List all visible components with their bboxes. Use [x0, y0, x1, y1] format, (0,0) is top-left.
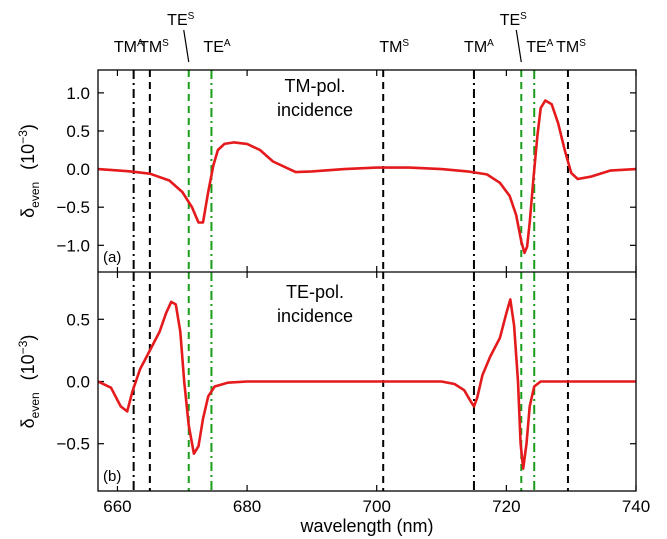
mode-label-TE-antisym-1: TEA [203, 38, 230, 56]
mode-label-base: TM [139, 39, 162, 56]
y-tick-label: 1.0 [66, 84, 90, 103]
mode-pointer [515, 29, 522, 63]
mode-label-base: TM [464, 39, 487, 56]
mode-label-TM-sym-2: TMS [379, 38, 409, 56]
x-tick-label: 660 [103, 497, 131, 516]
y-axis-symbol: δ [18, 418, 38, 428]
panel-label-bg [101, 466, 132, 486]
x-tick-label: 680 [233, 497, 261, 516]
mode-label-base: TE [167, 12, 187, 29]
y-axis-unit: (10 [18, 144, 38, 170]
y-axis-unit: (10 [18, 354, 38, 380]
mode-label-superscript: A [547, 38, 554, 49]
y-axis-symbol: δ [18, 208, 38, 218]
mode-label-base: TE [203, 39, 223, 56]
y-tick-label: 0.0 [66, 160, 90, 179]
mode-label-superscript: S [520, 11, 527, 22]
y-tick-label: 0.5 [66, 122, 90, 141]
mode-pointer [183, 29, 190, 63]
series-line-a [97, 99, 637, 255]
y-tick-label: −0.5 [56, 435, 90, 454]
mode-label-TM-sym-3: TMS [556, 38, 586, 56]
mode-label-base: TM [114, 39, 137, 56]
y-axis-subscript: even [28, 392, 42, 418]
panel-b: −0.5 0.0 0.5 TE-pol. incidence (b) δeven (10−3) [16, 272, 637, 491]
mode-label-base: TM [556, 39, 579, 56]
mode-label-TM-antisym-1: TMA [114, 38, 144, 56]
x-tick-label: 740 [622, 497, 650, 516]
y-tick-label: 0.0 [66, 373, 90, 392]
mode-label-superscript: A [224, 38, 231, 49]
y-tick-label: −1.0 [56, 236, 90, 255]
y-tick-label: −0.5 [56, 198, 90, 217]
incidence-label: incidence [277, 306, 353, 326]
x-tick-label: 720 [492, 497, 520, 516]
y-tick-label: 0.5 [66, 310, 90, 329]
y-axis-unit-close: ) [18, 124, 38, 130]
mode-label-superscript: S [402, 38, 409, 49]
y-axis-label: δeven (10−3) [16, 335, 42, 429]
x-axis-label: wavelength (nm) [299, 516, 433, 536]
x-tick-label: 700 [363, 497, 391, 516]
mode-label-base: TE [526, 39, 546, 56]
mode-label-superscript: A [487, 38, 494, 49]
y-axis-subscript: even [28, 182, 42, 208]
incidence-label: incidence [277, 100, 353, 120]
panel-a: −1.0 −0.5 0.0 0.5 1.0 TM-pol. incidence (a) δeve… [16, 70, 637, 272]
mode-label-superscript: S [162, 38, 169, 49]
mode-label-base: TE [500, 12, 520, 29]
mode-label-superscript: S [188, 11, 195, 22]
y-axis-unit-close: ) [18, 335, 38, 341]
polarization-label: TE-pol. [286, 282, 344, 302]
polarization-label: TM-pol. [284, 76, 345, 96]
y-axis-label: δeven (10−3) [16, 124, 42, 218]
mode-label-TM-antisym-2: TMA [464, 38, 494, 56]
series-line-b [97, 298, 636, 470]
y-axis-exponent: −3 [16, 340, 30, 354]
mode-label-TE-sym-1: TES [167, 11, 194, 29]
mode-label-TM-sym-1: TMS [139, 38, 169, 56]
panel-label: (b) [103, 468, 121, 485]
panel-label: (a) [103, 249, 121, 266]
plot-frame [97, 69, 637, 492]
mode-label-superscript: S [579, 38, 586, 49]
mode-label-TE-sym-2: TES [500, 11, 527, 29]
mode-label-TE-antisym-2: TEA [526, 38, 553, 56]
y-axis-exponent: −3 [16, 130, 30, 144]
mode-label-superscript: A [137, 38, 144, 49]
mode-label-base: TM [379, 39, 402, 56]
panel-label-bg [101, 247, 132, 267]
